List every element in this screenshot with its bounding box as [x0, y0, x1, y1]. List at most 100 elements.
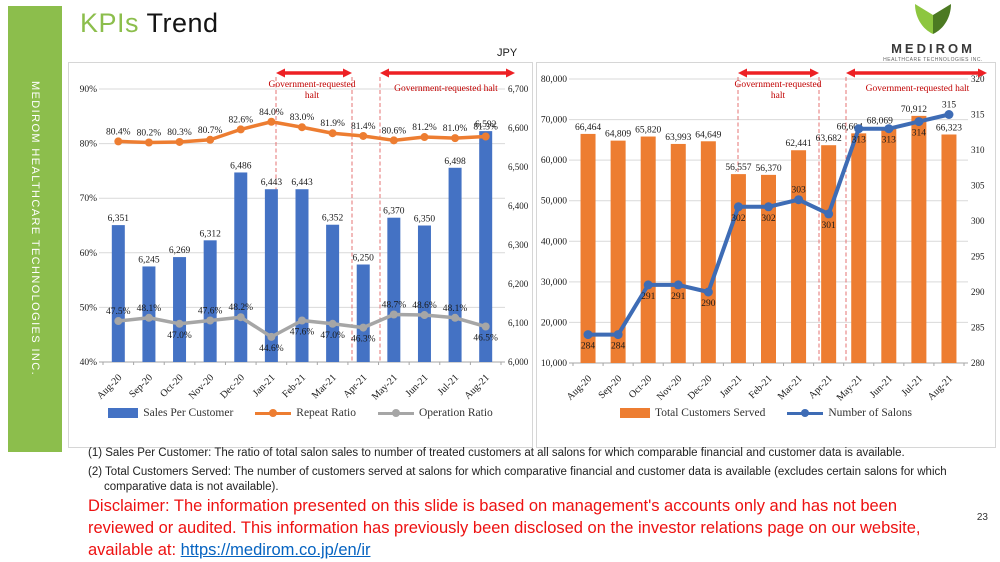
svg-text:82.6%: 82.6% [228, 115, 253, 125]
svg-text:50,000: 50,000 [541, 197, 567, 207]
svg-text:70,000: 70,000 [541, 116, 567, 126]
x-axis-labels: Aug-20 Sep-20 Oct-20 Nov-20 Dec-20 Jan-21 Feb-… [95, 372, 492, 402]
data-point [643, 280, 653, 290]
svg-text:60,000: 60,000 [541, 156, 567, 166]
svg-text:44.6%: 44.6% [259, 344, 284, 354]
svg-text:64,649: 64,649 [695, 130, 721, 140]
bar [387, 217, 401, 362]
data-point [944, 110, 954, 119]
svg-text:6,500: 6,500 [508, 162, 529, 172]
data-point [206, 316, 215, 325]
logo-brand-text: MEDIROM [891, 41, 975, 56]
data-point [328, 129, 337, 138]
disclaimer: Disclaimer: The information presented on… [88, 496, 960, 562]
data-point [298, 316, 306, 325]
svg-text:315: 315 [971, 110, 985, 120]
svg-text:Jan-21: Jan-21 [251, 372, 278, 399]
svg-text:320: 320 [971, 74, 985, 84]
svg-text:80,000: 80,000 [541, 75, 567, 85]
data-point [703, 287, 713, 297]
svg-text:Sep-20: Sep-20 [127, 372, 155, 400]
svg-text:284: 284 [581, 342, 596, 352]
data-point [267, 117, 276, 126]
svg-text:81.4%: 81.4% [351, 122, 376, 132]
svg-text:6,486: 6,486 [230, 161, 252, 171]
x-axis-labels: Aug-20 Sep-20 Oct-20 Nov-20 Dec-20 Jan-21 Feb-… [565, 373, 955, 403]
sales-repeat-operation-chart: Sales Per Customer Repeat Ratio Operatio… [68, 62, 533, 448]
customers-salons-chart: Total Customers Served Number of Salons … [536, 62, 996, 448]
disclaimer-text: Disclaimer: The information presented on… [88, 497, 921, 559]
legend-item-total-customers-served: Total Customers Served [619, 407, 765, 419]
bar [173, 257, 187, 362]
svg-text:47.0%: 47.0% [167, 331, 192, 341]
svg-text:40,000: 40,000 [541, 237, 567, 247]
data-point [451, 134, 460, 143]
legend-item-repeat-ratio: Repeat Ratio [255, 407, 356, 419]
bar [881, 127, 897, 364]
svg-text:6,443: 6,443 [291, 178, 313, 188]
data-point [359, 131, 368, 140]
svg-text:6,000: 6,000 [508, 357, 529, 367]
series-number-of-salons: 284 284 291 291 290 302 302 303 301 313 313 314 315 [581, 101, 956, 352]
data-point [613, 330, 623, 340]
svg-text:Feb-21: Feb-21 [747, 373, 775, 401]
page-number: 23 [976, 512, 988, 523]
data-point [267, 332, 276, 341]
bar [203, 240, 217, 362]
svg-text:80.7%: 80.7% [198, 126, 223, 136]
line-swatch-icon [255, 408, 292, 418]
svg-text:313: 313 [882, 136, 897, 146]
bar-swatch-icon [619, 408, 650, 418]
svg-text:Jul-21: Jul-21 [436, 372, 461, 397]
svg-text:81.3%: 81.3% [473, 123, 498, 133]
svg-text:40%: 40% [80, 358, 98, 368]
svg-text:Aug-20: Aug-20 [565, 373, 594, 402]
investor-relations-link[interactable]: https://medirom.co.jp/en/ir [180, 540, 371, 559]
svg-text:48.1%: 48.1% [443, 304, 468, 314]
svg-text:Mar-21: Mar-21 [776, 373, 805, 402]
svg-text:81.0%: 81.0% [443, 124, 468, 134]
bar [356, 264, 370, 362]
sidebar-company-name: MEDIROM HEALTHCARE TECHNOLOGIES INC. [29, 81, 41, 377]
svg-text:303: 303 [791, 186, 806, 196]
svg-text:70,912: 70,912 [901, 105, 927, 115]
svg-text:6,351: 6,351 [108, 214, 130, 224]
svg-text:Nov-20: Nov-20 [187, 372, 216, 401]
svg-text:80.3%: 80.3% [167, 128, 192, 138]
svg-text:47.6%: 47.6% [290, 328, 315, 338]
data-point [914, 117, 924, 127]
data-point [328, 319, 337, 328]
svg-text:280: 280 [971, 358, 985, 368]
jpy-axis-unit-label: JPY [497, 47, 518, 59]
bar [670, 143, 686, 363]
svg-text:284: 284 [611, 342, 626, 352]
svg-text:81.9%: 81.9% [320, 119, 345, 129]
data-point [481, 322, 490, 331]
svg-text:6,350: 6,350 [414, 215, 436, 225]
svg-text:Dec-20: Dec-20 [218, 372, 247, 401]
svg-text:6,100: 6,100 [508, 318, 529, 328]
svg-text:48.6%: 48.6% [412, 301, 437, 311]
svg-text:48.1%: 48.1% [137, 304, 162, 314]
svg-text:10,000: 10,000 [541, 359, 567, 369]
bar [111, 225, 125, 362]
bar [264, 189, 278, 362]
svg-text:302: 302 [761, 214, 776, 224]
data-point [175, 137, 184, 146]
data-point [359, 323, 368, 332]
svg-text:48.7%: 48.7% [382, 300, 407, 310]
data-point [884, 124, 894, 134]
bar [640, 136, 656, 363]
bar [417, 225, 431, 362]
bar [761, 174, 776, 363]
logo: MEDIROM HEALTHCARE TECHNOLOGIES INC. [872, 4, 994, 63]
legend-item-operation-ratio: Operation Ratio [378, 407, 493, 419]
svg-text:63,993: 63,993 [665, 133, 691, 143]
svg-text:56,370: 56,370 [755, 164, 781, 174]
svg-text:63,682: 63,682 [816, 134, 842, 144]
svg-text:Oct-20: Oct-20 [627, 373, 654, 400]
svg-text:70%: 70% [80, 194, 98, 204]
svg-text:20,000: 20,000 [541, 318, 567, 328]
svg-text:6,200: 6,200 [508, 279, 529, 289]
